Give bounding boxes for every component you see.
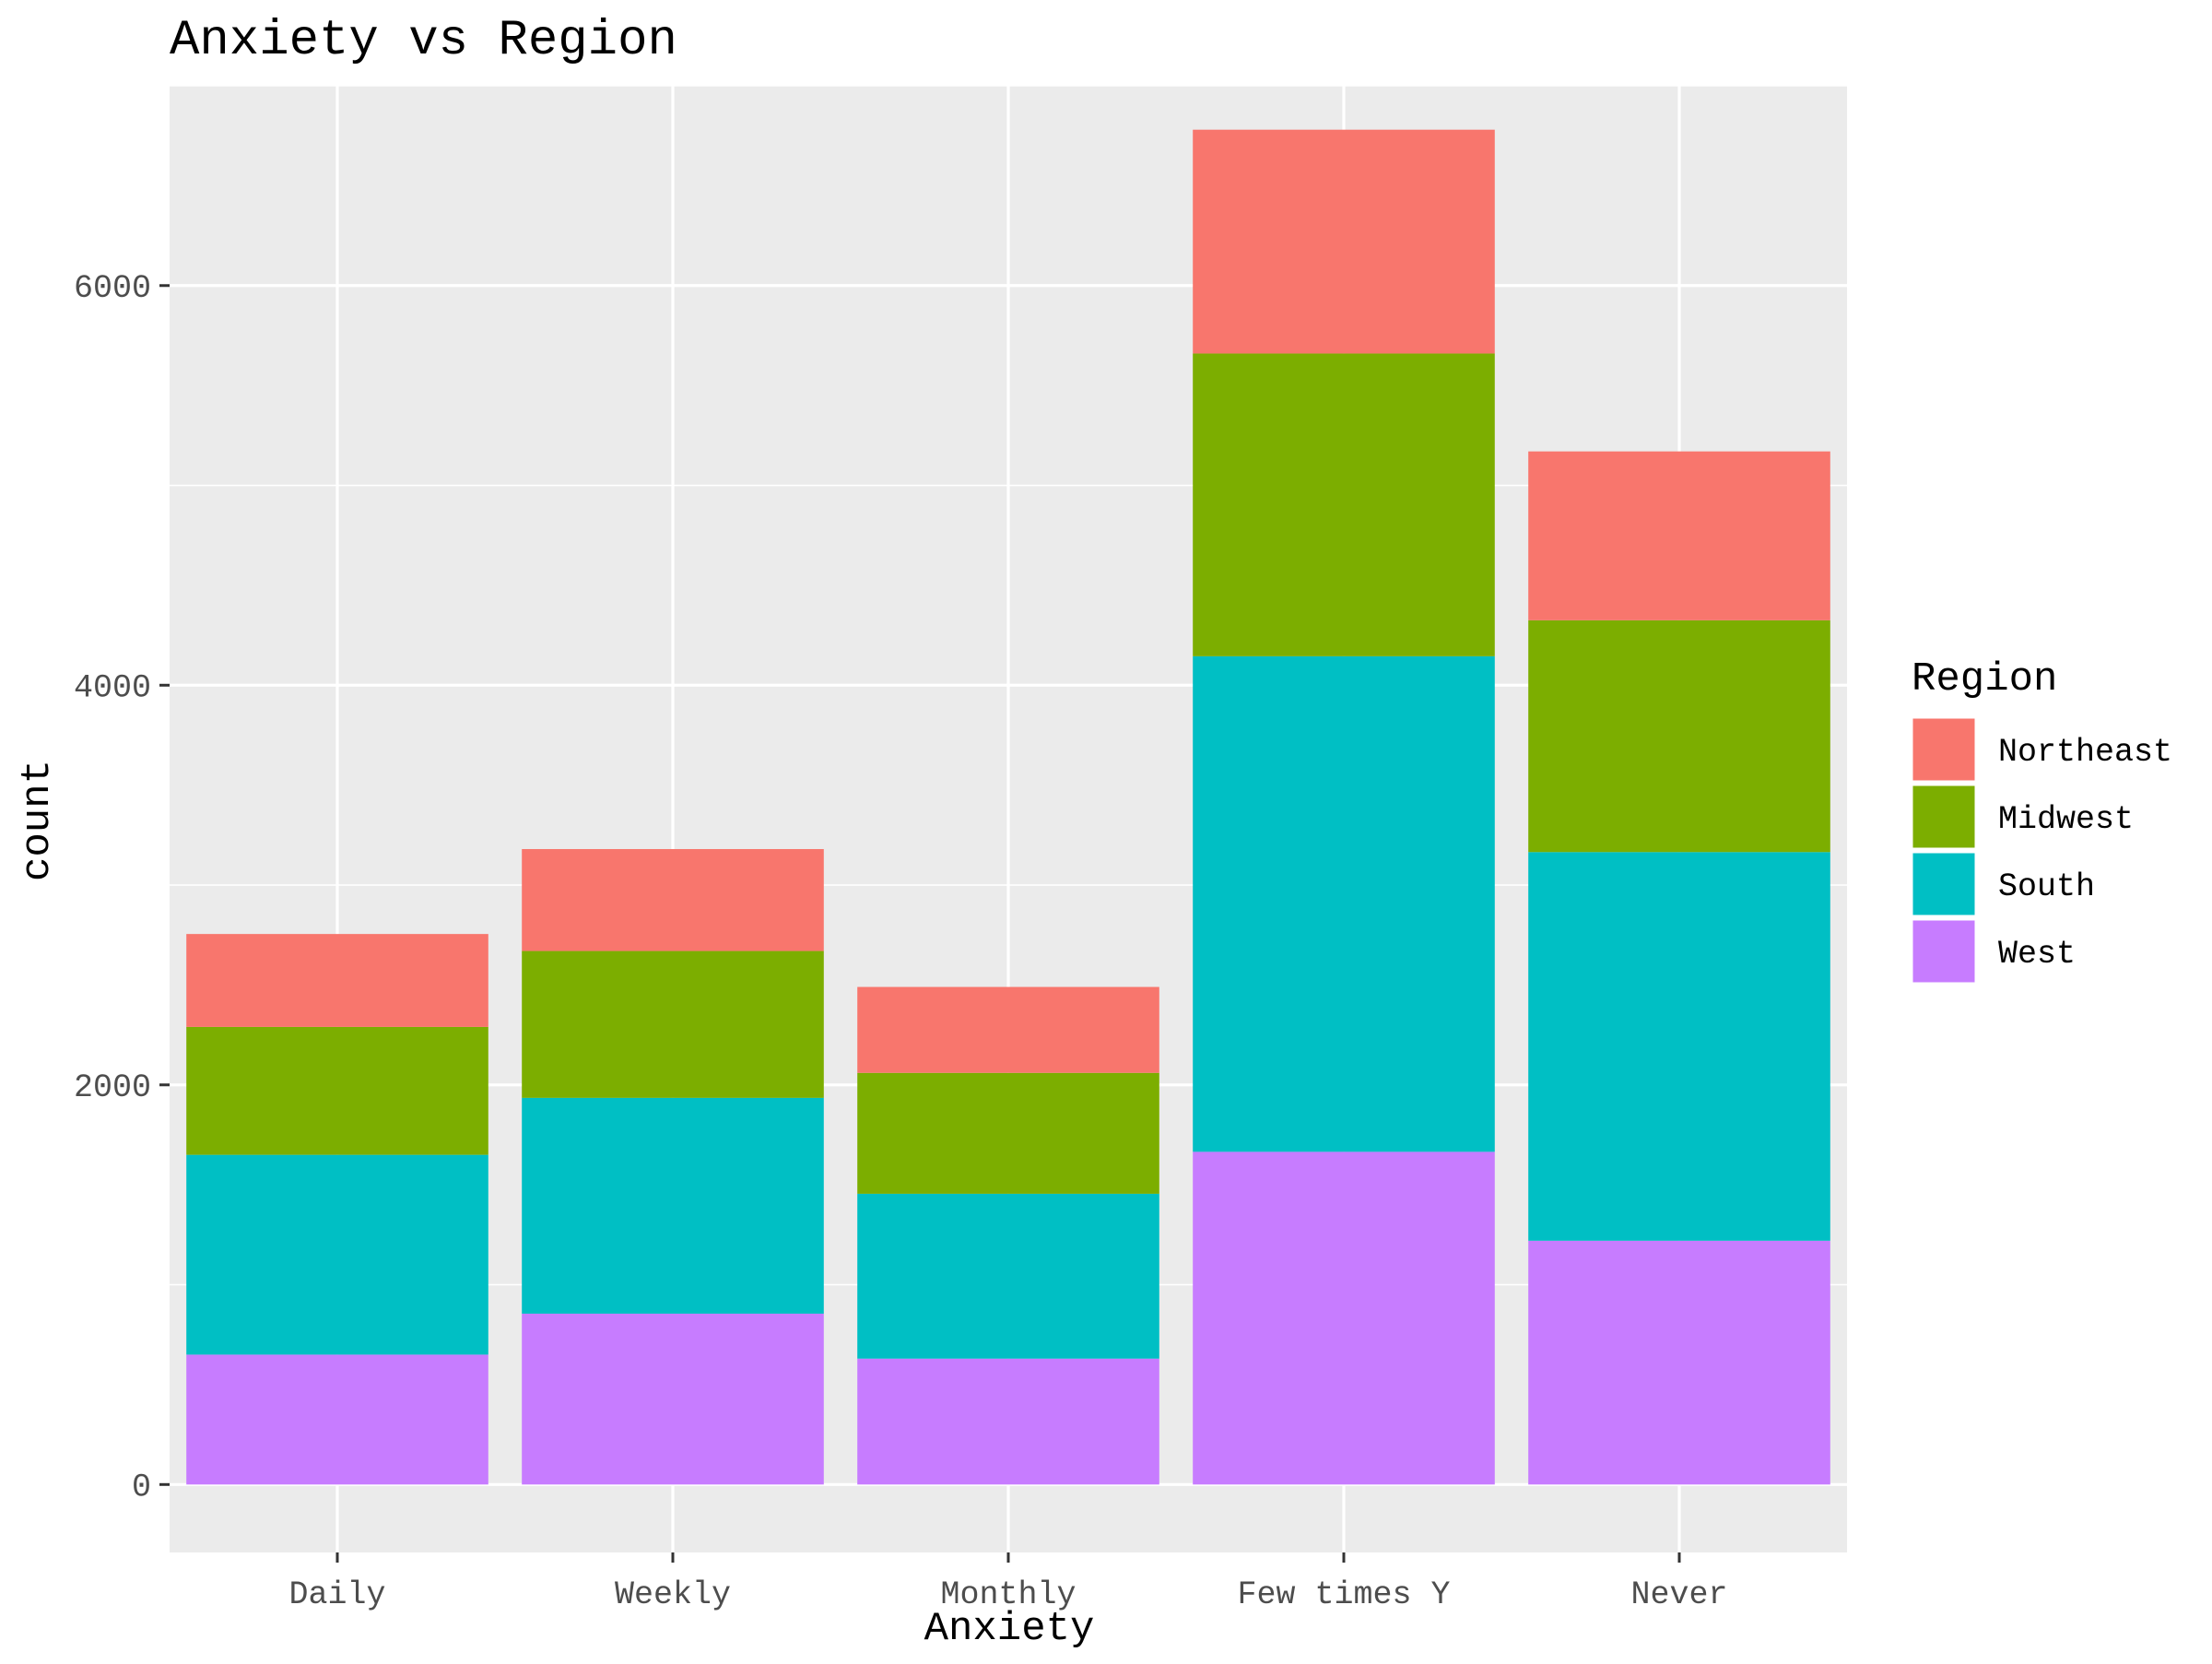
x-axis-title: Anxiety: [924, 1606, 1095, 1652]
bar-segment-northeast-never: [1528, 451, 1830, 620]
legend-label-northeast: Northeast: [1998, 734, 2172, 771]
bar-segment-west-few-times-y: [1193, 1151, 1495, 1485]
legend-key-northeast: [1910, 715, 1978, 784]
bar-segment-northeast-few-times-y: [1193, 129, 1495, 354]
bar-segment-south-weekly: [522, 1097, 824, 1314]
y-tick-label: 6000: [74, 270, 151, 307]
bar-segment-south-monthly: [857, 1193, 1159, 1359]
legend-label-south: South: [1998, 868, 2095, 905]
bars: [186, 129, 1830, 1485]
y-axis: 0 2000 4000 6000: [74, 270, 170, 1505]
legend-key-south: [1910, 850, 1978, 918]
chart-title: Anxiety vs Region: [170, 13, 677, 69]
legend: Region Northeast Midwest South West: [1910, 656, 2172, 985]
bar-segment-northeast-daily: [186, 934, 488, 1027]
x-tick-label: Weekly: [615, 1576, 731, 1613]
y-tick-label: 0: [132, 1469, 151, 1505]
y-axis-title: count: [15, 760, 61, 881]
bar-segment-midwest-weekly: [522, 950, 824, 1098]
x-tick-label: Monthly: [940, 1576, 1076, 1613]
legend-label-midwest: Midwest: [1998, 801, 2134, 838]
bar-segment-midwest-monthly: [857, 1072, 1159, 1194]
bar-segment-south-few-times-y: [1193, 655, 1495, 1152]
bar-segment-south-never: [1528, 852, 1830, 1241]
bar-segment-midwest-never: [1528, 620, 1830, 853]
x-tick-label: Few times Y: [1237, 1576, 1450, 1613]
bar-segment-south-daily: [186, 1154, 488, 1355]
x-tick-label: Never: [1630, 1576, 1727, 1613]
legend-key-west: [1910, 917, 1978, 985]
y-tick-label: 2000: [74, 1069, 151, 1106]
legend-label-west: West: [1998, 936, 2076, 973]
bar-segment-midwest-daily: [186, 1026, 488, 1155]
bar-segment-west-never: [1528, 1240, 1830, 1485]
x-tick-label: Daily: [288, 1576, 385, 1613]
bar-segment-midwest-few-times-y: [1193, 353, 1495, 656]
bar-segment-northeast-monthly: [857, 986, 1159, 1073]
bar-segment-west-daily: [186, 1354, 488, 1485]
x-axis: Daily Weekly Monthly Few times Y Never: [288, 1552, 1728, 1613]
legend-key-midwest: [1910, 783, 1978, 851]
bar-segment-west-weekly: [522, 1313, 824, 1485]
y-tick-label: 4000: [74, 669, 151, 706]
bar-segment-northeast-weekly: [522, 849, 824, 951]
legend-title: Region: [1912, 656, 2057, 702]
bar-segment-west-monthly: [857, 1358, 1159, 1485]
